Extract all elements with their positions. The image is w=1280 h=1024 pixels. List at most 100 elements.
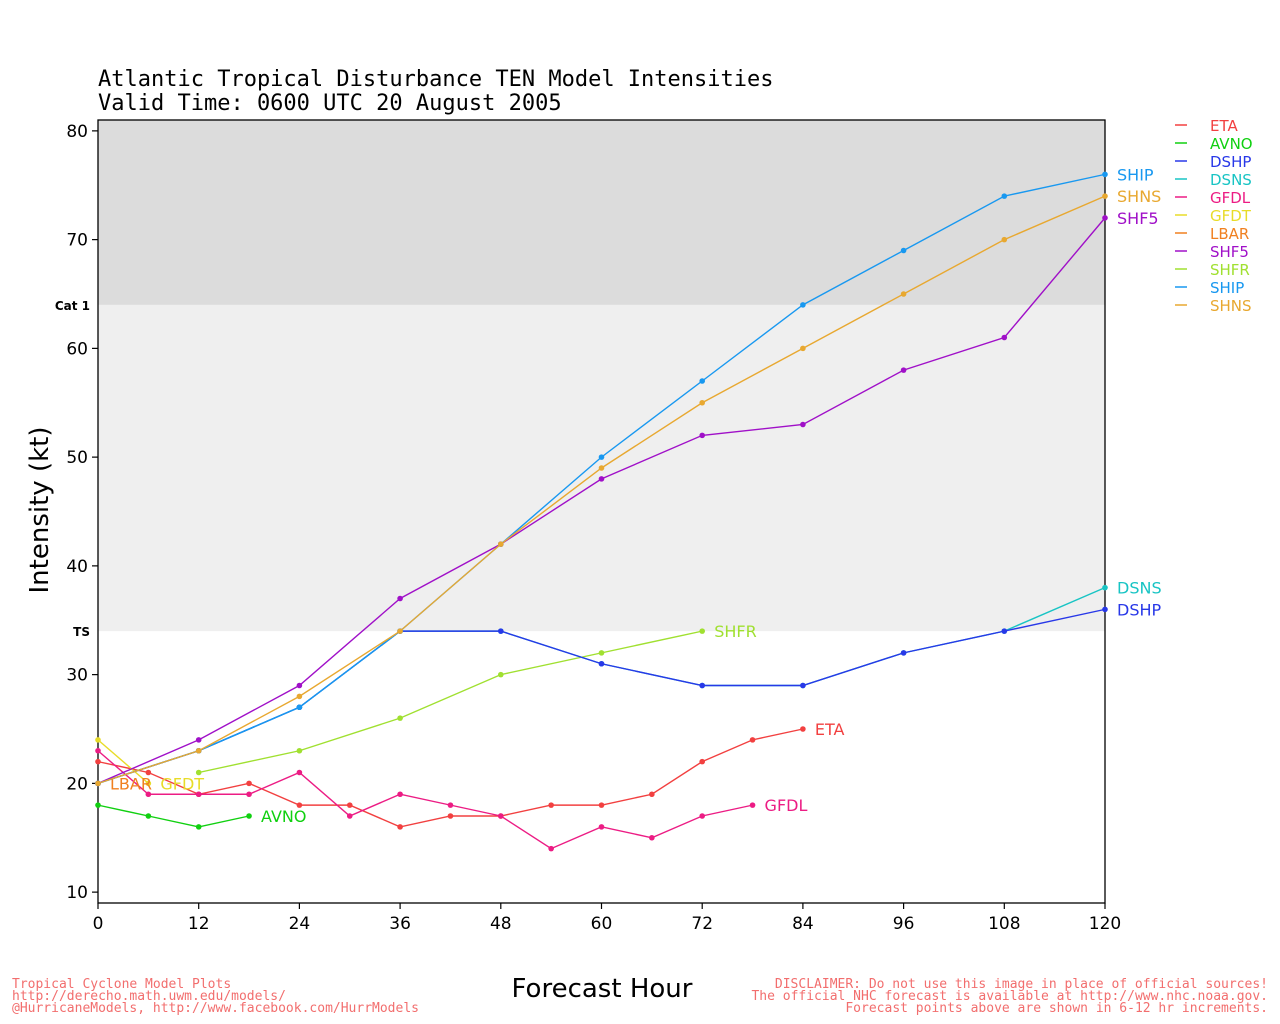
data-point-eta bbox=[598, 802, 605, 808]
data-point-eta bbox=[800, 726, 806, 732]
data-point-gfdt bbox=[95, 737, 101, 743]
data-point-shf5 bbox=[900, 367, 907, 373]
data-point-dshp bbox=[498, 628, 504, 634]
data-point-gfdt bbox=[145, 780, 152, 787]
data-point-gfdl bbox=[296, 769, 303, 776]
data-point-eta bbox=[649, 791, 655, 798]
y-tick-label: 50 bbox=[66, 448, 88, 468]
y-tick-label: 70 bbox=[66, 231, 88, 251]
series-shns: SHNS bbox=[95, 187, 1161, 787]
series-end-label-dshp: DSHP bbox=[1117, 600, 1162, 619]
x-tick-label: 72 bbox=[691, 914, 713, 934]
data-point-eta bbox=[447, 813, 454, 819]
data-point-ship bbox=[598, 454, 605, 460]
chart-title-line2: Valid Time: 0600 UTC 20 August 2005 bbox=[98, 91, 562, 116]
footer-left: Tropical Cyclone Model Plots http://dere… bbox=[12, 977, 419, 1016]
data-point-shf5 bbox=[296, 682, 303, 689]
series-line-gfdl bbox=[97, 750, 753, 850]
data-point-shf5 bbox=[800, 421, 806, 428]
series-line-shfr bbox=[198, 630, 703, 774]
chart-title-line1: Atlantic Tropical Disturbance TEN Model … bbox=[98, 67, 774, 92]
y-tick-label: 20 bbox=[66, 774, 88, 794]
data-point-dshp bbox=[800, 682, 806, 689]
legend-item-gfdl: GFDL bbox=[1210, 189, 1251, 207]
y-tick-label: 30 bbox=[66, 666, 88, 686]
data-point-shf5 bbox=[195, 737, 202, 743]
data-point-gfdl bbox=[749, 802, 756, 808]
footer-right-line3: Forecast points above are shown in 6-12 … bbox=[845, 1001, 1268, 1016]
series-lbar: LBAR bbox=[95, 774, 152, 793]
legend-item-ship: SHIP bbox=[1210, 279, 1244, 297]
data-point-shns bbox=[900, 291, 907, 297]
x-tick-label: 60 bbox=[591, 914, 613, 934]
data-point-avno bbox=[195, 824, 202, 830]
data-point-gfdl bbox=[447, 802, 454, 808]
data-point-shf5 bbox=[598, 476, 605, 482]
data-point-ship bbox=[900, 247, 907, 254]
series-end-label-eta: ETA bbox=[815, 720, 845, 739]
footer-right: DISCLAIMER: Do not use this image in pla… bbox=[751, 977, 1268, 1016]
data-point-ship bbox=[296, 704, 303, 711]
data-point-shns bbox=[1102, 193, 1108, 199]
data-point-eta bbox=[296, 802, 303, 808]
series-avno: AVNO bbox=[95, 802, 306, 830]
series-end-label-shfr: SHFR bbox=[714, 622, 757, 641]
data-point-shf5 bbox=[1102, 215, 1108, 221]
data-point-avno bbox=[95, 802, 101, 808]
data-point-ship bbox=[1102, 171, 1108, 178]
y-tick-label: 60 bbox=[66, 339, 88, 359]
data-point-shfr bbox=[195, 769, 202, 776]
x-tick-label: 24 bbox=[289, 914, 311, 934]
footer-left-line2: http://derecho.math.uwm.edu/models/ bbox=[12, 989, 286, 1004]
x-axis-label: Forecast Hour bbox=[512, 974, 693, 1004]
data-point-eta bbox=[246, 780, 252, 787]
series-shfr: SHFR bbox=[195, 622, 757, 776]
data-point-shfr bbox=[296, 747, 303, 754]
data-point-shfr bbox=[699, 628, 705, 634]
y-axis-label: Intensity (kt) bbox=[25, 427, 55, 594]
series-line-gfdt bbox=[97, 739, 149, 784]
legend-item-dsns: DSNS bbox=[1210, 171, 1252, 189]
y-tick-label: 40 bbox=[66, 557, 88, 577]
data-point-avno bbox=[145, 813, 152, 819]
data-point-eta bbox=[548, 802, 554, 808]
intensity-bands: TS Cat 1 bbox=[55, 120, 1105, 639]
series-ship: SHIP bbox=[95, 165, 1154, 787]
series-line-avno bbox=[97, 804, 250, 828]
data-point-gfdl bbox=[548, 845, 554, 852]
series-end-label-dsns: DSNS bbox=[1117, 579, 1162, 598]
series-eta: ETA bbox=[95, 720, 845, 830]
data-point-eta bbox=[95, 758, 101, 765]
x-tick-label: 96 bbox=[893, 914, 915, 934]
data-point-shns bbox=[95, 780, 101, 787]
series-end-label-shf5: SHF5 bbox=[1117, 209, 1159, 228]
data-point-gfdl bbox=[397, 791, 403, 798]
footer-left-line3: @HurricaneModels, http://www.facebook.co… bbox=[12, 1001, 419, 1016]
data-point-dshp bbox=[699, 682, 705, 689]
band-label: Cat 1 bbox=[55, 299, 90, 313]
series-end-label-gfdt: GFDT bbox=[160, 774, 204, 793]
legend-item-dshp: DSHP bbox=[1210, 153, 1251, 171]
y-tick-label: 10 bbox=[66, 883, 88, 903]
footer-right-line2: The official NHC forecast is available a… bbox=[751, 989, 1268, 1004]
plot-axes: 10 20 30 40 50 60 70 80 0 12 24 36 48 60 72 84 96 108 120 bbox=[66, 119, 1121, 934]
series-layer: ETA AVNO GFDL GFDT LBAR SHFR DSNS DSHP SHF5 SHIP S… bbox=[95, 165, 1162, 852]
data-point-gfdl bbox=[699, 813, 705, 819]
x-tick-label: 48 bbox=[490, 914, 512, 934]
footer-left-line1: Tropical Cyclone Model Plots bbox=[12, 977, 231, 992]
series-end-label-avno: AVNO bbox=[261, 807, 306, 826]
band-label: TS bbox=[73, 625, 90, 639]
data-point-avno bbox=[246, 813, 252, 819]
series-line-dshp bbox=[97, 608, 1106, 785]
legend-item-shf5: SHF5 bbox=[1210, 243, 1249, 261]
legend-item-shfr: SHFR bbox=[1210, 261, 1250, 279]
data-point-gfdl bbox=[598, 824, 605, 830]
legend-item-shns: SHNS bbox=[1210, 297, 1252, 315]
x-tick-label: 12 bbox=[188, 914, 210, 934]
data-point-shns bbox=[296, 693, 303, 700]
x-tick-label: 0 bbox=[93, 914, 104, 934]
data-point-shf5 bbox=[699, 432, 705, 439]
data-point-shf5 bbox=[1001, 334, 1008, 341]
data-point-ship bbox=[699, 378, 705, 384]
